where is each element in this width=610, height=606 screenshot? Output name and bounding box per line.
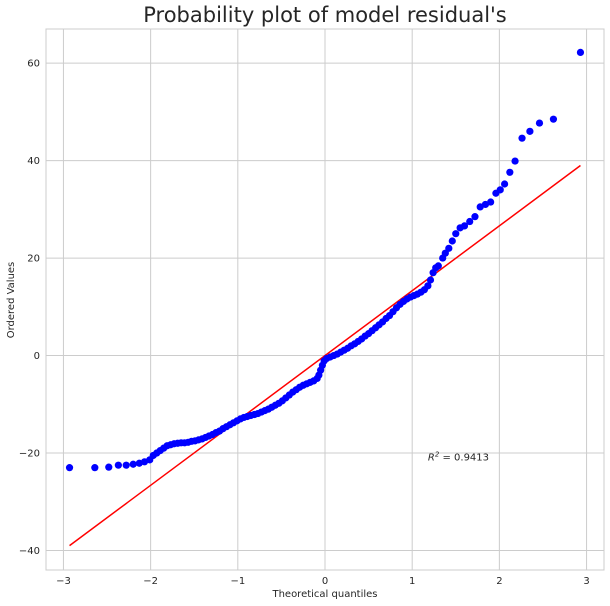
points-layer (65, 48, 585, 472)
data-point (445, 244, 453, 252)
y-tick-label: 40 (27, 156, 40, 167)
x-tick-label: 3 (583, 576, 589, 587)
data-point (91, 464, 99, 472)
x-tick-label: −1 (230, 576, 245, 587)
data-point (426, 276, 435, 284)
x-tick-label: −2 (143, 576, 158, 587)
tick-labels: −3 −2 −1 0 1 2 3 −40 −20 0 20 40 60 (19, 59, 590, 587)
data-point (122, 461, 130, 469)
data-point (466, 217, 474, 226)
data-point (526, 127, 534, 135)
data-point (434, 262, 442, 270)
r-squared-annotation: R2 = 0.9413 (428, 450, 489, 463)
y-axis-label: Ordered Values (6, 262, 17, 339)
x-tick-label: −3 (56, 576, 71, 587)
data-point (448, 237, 456, 245)
y-tick-label: 20 (27, 254, 40, 265)
data-point (114, 461, 122, 469)
data-point (65, 464, 74, 472)
data-point (452, 230, 460, 238)
data-point (496, 186, 504, 194)
data-point (129, 460, 137, 468)
data-point (535, 119, 544, 127)
data-point (506, 168, 514, 176)
y-tick-label: 0 (34, 351, 40, 362)
data-point (460, 222, 469, 230)
data-point (471, 213, 479, 221)
data-point (487, 198, 495, 206)
x-tick-label: 2 (496, 576, 502, 587)
r-symbol: R (428, 452, 435, 463)
x-axis-label: Theoretical quantiles (271, 589, 377, 600)
data-point (511, 157, 519, 165)
chart-title: Probability plot of model residual's (143, 3, 507, 27)
data-point (501, 180, 509, 188)
plot-frame (45, 28, 605, 571)
x-tick-label: 0 (322, 576, 328, 587)
x-tick-label: 1 (409, 576, 415, 587)
y-tick-label: −40 (19, 546, 40, 557)
r-value: = 0.9413 (439, 452, 489, 463)
data-point (576, 48, 585, 56)
r-superscript: 2 (435, 450, 440, 458)
data-point (105, 463, 113, 471)
y-tick-label: −20 (19, 449, 40, 460)
data-point (549, 115, 558, 123)
y-tick-label: 60 (27, 59, 40, 70)
data-point (518, 134, 526, 142)
data-point (424, 282, 432, 290)
